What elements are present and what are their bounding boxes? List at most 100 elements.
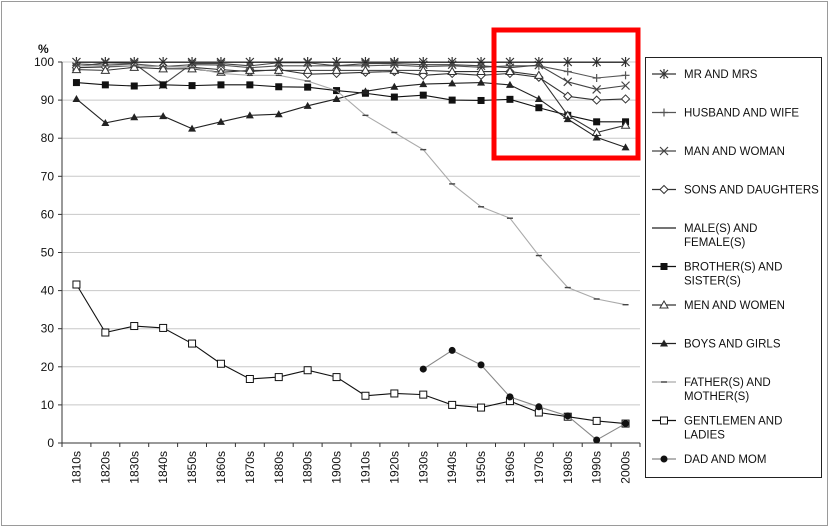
x-tick-label: 1910s — [358, 451, 372, 484]
data-point-square-open — [303, 366, 312, 375]
data-point-square-open — [188, 339, 197, 348]
data-point-triangle — [390, 82, 399, 90]
x-tick-label: 1980s — [561, 451, 575, 484]
data-point-x — [592, 85, 602, 94]
data-point-square — [593, 118, 601, 126]
legend-label: MR AND MRS — [684, 69, 758, 81]
data-point-plus — [621, 71, 630, 80]
data-point-triangle — [332, 94, 341, 102]
data-point-square-open — [419, 390, 428, 399]
data-point-square — [72, 79, 80, 87]
data-point-square — [477, 96, 485, 104]
data-point-triangle — [245, 111, 254, 119]
data-point-square — [101, 81, 109, 89]
data-point-triangle — [419, 80, 428, 88]
legend-label: FATHER(S) AND MOTHER(S) — [684, 377, 771, 403]
data-point-square-open — [332, 373, 341, 382]
legend-item: HUSBAND AND WIFE — [652, 108, 799, 120]
legend-box — [645, 57, 822, 478]
data-point-circle — [535, 403, 543, 411]
data-point-square-open — [592, 416, 601, 425]
series-line — [76, 82, 626, 148]
data-point-square-open — [159, 323, 168, 332]
legend-label: HUSBAND AND WIFE — [684, 108, 799, 120]
data-point-triangle-open — [71, 64, 82, 74]
data-point-circle — [593, 436, 601, 444]
x-tick-label: 1940s — [445, 451, 459, 484]
data-point-triangle-open — [505, 66, 515, 76]
data-point-square — [275, 83, 283, 91]
legend-item: MAN AND WOMAN — [652, 146, 785, 158]
data-point-square — [535, 104, 543, 112]
data-point-triangle — [534, 94, 543, 102]
legend-item: DAD AND MOM — [652, 454, 766, 466]
x-tick-label: 1830s — [127, 451, 141, 484]
data-point-triangle-open — [129, 62, 140, 71]
series-line — [76, 66, 626, 134]
series-6 — [71, 62, 631, 136]
data-point-square-open — [245, 374, 254, 383]
data-point-square — [130, 82, 138, 90]
x-tick-label: 1990s — [590, 451, 604, 484]
data-point-triangle — [216, 117, 225, 125]
legend-item: BROTHER(S) AND SISTER(S) — [652, 262, 782, 288]
legend: MR AND MRS HUSBAND AND WIFE MAN AND WOMAN S… — [652, 69, 819, 466]
y-tick-label: 30 — [41, 322, 55, 336]
data-point-triangle-open — [418, 65, 429, 74]
y-tick-label: 50 — [41, 246, 55, 260]
y-axis-label: % — [38, 42, 49, 56]
data-point-circle — [477, 361, 485, 369]
legend-label: DAD AND MOM — [684, 454, 766, 466]
gridlines — [62, 61, 640, 406]
data-point-x — [361, 59, 370, 68]
highlight-box — [491, 27, 641, 161]
data-point-circle — [506, 393, 514, 401]
data-point-square — [188, 82, 196, 90]
data-point-x — [659, 146, 669, 156]
x-tick-label: 1850s — [185, 451, 199, 484]
series-1 — [72, 59, 630, 83]
data-point-circle — [660, 455, 668, 463]
data-point-square-open — [448, 400, 457, 409]
x-tick-label: 1950s — [474, 451, 488, 484]
data-point-square — [660, 263, 668, 270]
legend-label: BROTHER(S) AND SISTER(S) — [684, 262, 782, 288]
x-tick-label: 1970s — [532, 451, 546, 484]
legend-label: MALE(S) AND FEMALE(S) — [684, 223, 758, 249]
data-point-triangle-open — [476, 66, 486, 76]
x-tick-label: 1840s — [156, 451, 170, 484]
data-point-square-open — [130, 322, 139, 331]
data-point-square-open — [390, 389, 399, 398]
axes — [58, 61, 641, 447]
x-tick-label: 2000s — [619, 451, 633, 484]
y-tick-label: 80 — [41, 131, 55, 145]
legend-item: BOYS AND GIRLS — [652, 339, 781, 351]
data-point-x — [563, 77, 573, 87]
data-point-triangle-open — [389, 65, 400, 74]
legend-label: SONS AND DAUGHTERS — [684, 185, 819, 197]
data-point-triangle — [448, 79, 457, 87]
data-point-triangle — [592, 133, 601, 141]
x-tick-label: 1810s — [69, 451, 83, 484]
x-tick-label: 1920s — [387, 451, 401, 484]
data-point-square-open — [216, 359, 225, 368]
x-tick-labels: 1810s 1820s 1830s 1840s 1850s 1860s 1870s 1880s… — [69, 451, 632, 484]
legend-label: MAN AND WOMAN — [684, 146, 785, 158]
y-tick-label: 90 — [41, 93, 55, 107]
data-point-x — [216, 59, 226, 68]
series-5 — [72, 79, 630, 126]
x-tick-label: 1900s — [330, 451, 344, 484]
legend-item: MEN AND WOMEN — [652, 299, 785, 312]
data-point-asterisk — [659, 69, 669, 79]
data-point-x — [476, 61, 486, 71]
data-point-square — [159, 81, 167, 89]
data-point-diamond — [563, 91, 573, 101]
series-7 — [72, 78, 630, 151]
data-point-triangle-open — [620, 120, 631, 129]
data-point-square-open — [477, 403, 486, 412]
series-line — [422, 349, 626, 441]
data-point-triangle — [563, 115, 572, 123]
data-point-triangle — [477, 78, 486, 86]
data-point-triangle — [660, 339, 668, 347]
